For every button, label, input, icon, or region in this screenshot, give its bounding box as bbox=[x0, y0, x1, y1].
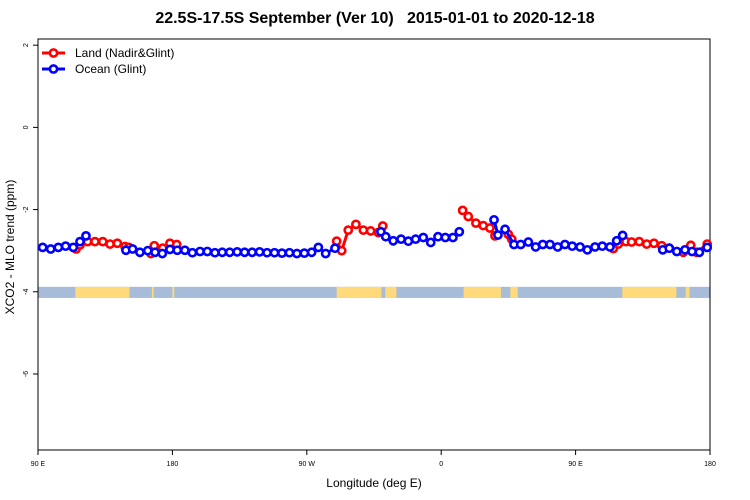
data-point bbox=[112, 238, 123, 249]
data-point bbox=[425, 237, 436, 248]
data-point bbox=[515, 239, 526, 250]
data-point bbox=[247, 247, 258, 258]
data-point bbox=[365, 226, 376, 236]
data-point bbox=[597, 241, 608, 252]
land-mask-region bbox=[510, 286, 518, 298]
data-point bbox=[418, 232, 429, 243]
legend-item: Land (Nadir&Glint) bbox=[42, 46, 174, 60]
x-tick-label: 0 bbox=[439, 461, 443, 468]
data-point bbox=[224, 247, 235, 258]
data-point bbox=[60, 241, 71, 252]
data-point bbox=[463, 211, 474, 222]
x-tick-label: 90 W bbox=[299, 461, 316, 468]
y-tick-label: -6 bbox=[23, 371, 30, 377]
data-point bbox=[81, 230, 91, 241]
land-mask-region bbox=[151, 286, 154, 298]
data-point bbox=[702, 242, 713, 253]
data-point bbox=[150, 247, 160, 258]
legend-label: Ocean (Glint) bbox=[75, 62, 146, 76]
legend-item: Ocean (Glint) bbox=[42, 62, 146, 76]
data-point bbox=[493, 230, 503, 240]
data-point bbox=[68, 242, 79, 253]
data-point bbox=[262, 247, 272, 258]
data-point bbox=[523, 237, 534, 247]
data-point bbox=[457, 205, 468, 216]
data-point bbox=[277, 248, 287, 259]
data-point bbox=[485, 223, 495, 233]
data-point bbox=[617, 230, 628, 241]
data-point bbox=[127, 244, 138, 254]
series-ocean bbox=[37, 214, 713, 259]
data-point bbox=[135, 247, 145, 258]
data-point bbox=[605, 242, 615, 252]
data-point bbox=[269, 247, 280, 258]
data-point bbox=[440, 232, 451, 243]
data-point bbox=[380, 231, 391, 242]
data-point bbox=[187, 247, 198, 258]
land-mask-region bbox=[463, 286, 501, 298]
data-point bbox=[626, 237, 637, 247]
data-point bbox=[157, 248, 168, 259]
y-tick-label: -4 bbox=[23, 289, 30, 295]
data-point bbox=[582, 244, 593, 255]
data-point bbox=[343, 225, 354, 236]
data-point bbox=[180, 245, 190, 256]
data-point bbox=[388, 235, 399, 246]
data-point bbox=[350, 219, 361, 230]
data-point bbox=[545, 239, 555, 250]
data-point bbox=[217, 247, 228, 258]
x-tick-label: 90 E bbox=[568, 461, 583, 468]
legend-marker bbox=[48, 48, 59, 58]
x-tick-label: 180 bbox=[167, 461, 179, 468]
x-tick-label: 180 bbox=[704, 461, 716, 468]
data-point bbox=[489, 214, 499, 225]
data-point bbox=[45, 244, 56, 254]
y-tick-label: -2 bbox=[23, 206, 30, 212]
x-axis-label: Longitude (deg E) bbox=[326, 476, 422, 490]
data-point bbox=[232, 246, 243, 257]
data-point bbox=[330, 243, 340, 254]
data-point bbox=[313, 242, 324, 253]
data-point bbox=[454, 226, 465, 237]
data-point bbox=[172, 245, 183, 256]
land-mask-region bbox=[385, 286, 397, 298]
data-point bbox=[448, 232, 458, 243]
land-mask-region bbox=[75, 286, 130, 298]
data-point bbox=[410, 234, 421, 245]
data-point bbox=[611, 235, 622, 246]
data-point bbox=[284, 247, 295, 258]
legend-marker bbox=[48, 64, 59, 74]
data-point bbox=[292, 248, 302, 259]
data-point bbox=[671, 246, 682, 257]
data-point bbox=[37, 242, 48, 253]
data-point bbox=[53, 242, 64, 253]
data-point bbox=[664, 243, 675, 254]
data-point bbox=[694, 247, 705, 258]
data-point bbox=[306, 247, 317, 258]
x-tick-label: 90 E bbox=[31, 461, 46, 468]
data-point bbox=[649, 238, 659, 249]
land-mask-region bbox=[622, 286, 677, 298]
y-tick-label: 0 bbox=[23, 125, 30, 129]
data-point bbox=[90, 236, 100, 247]
data-point bbox=[634, 236, 645, 247]
data-point bbox=[75, 236, 85, 247]
data-point bbox=[202, 246, 213, 257]
data-point bbox=[320, 248, 331, 259]
data-point bbox=[567, 241, 578, 252]
data-point bbox=[500, 224, 510, 235]
data-point bbox=[254, 246, 265, 257]
legend-label: Land (Nadir&Glint) bbox=[75, 46, 174, 60]
y-tick-label: 2 bbox=[23, 43, 30, 47]
land-mask-region bbox=[172, 286, 175, 298]
data-point bbox=[239, 247, 250, 258]
land-mask-region bbox=[685, 286, 690, 298]
land-mask-region bbox=[336, 286, 382, 298]
chart-title: 22.5S-17.5S September (Ver 10) 2015-01-0… bbox=[155, 10, 595, 27]
